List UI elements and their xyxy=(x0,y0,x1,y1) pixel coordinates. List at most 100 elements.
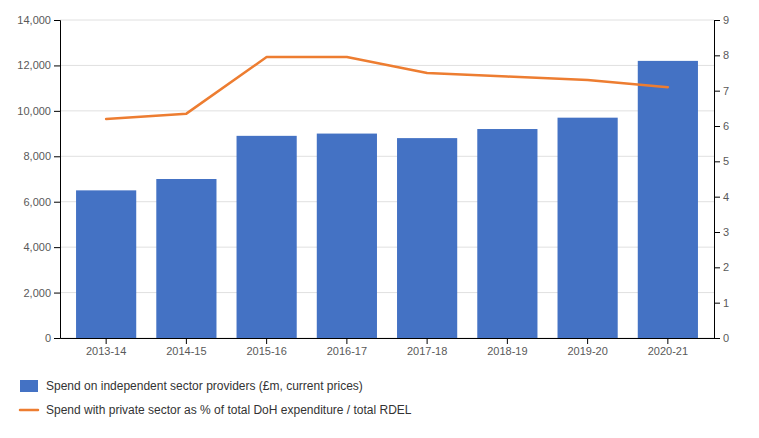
chart-svg: 2013-14 2014-15 2015-16 2016-17 2017-18 2018-… xyxy=(0,0,759,438)
tick: 8,000 xyxy=(23,150,60,162)
tick-mark xyxy=(54,65,60,66)
tick-label: 6 xyxy=(723,120,729,132)
y2-axis: 0 1 2 3 4 5 6 7 8 9 xyxy=(714,14,729,344)
bar xyxy=(237,136,297,338)
bar-series xyxy=(76,61,698,338)
tick-mark xyxy=(54,293,60,294)
legend-item: Spend on independent sector providers (£… xyxy=(20,379,363,393)
tick-mark xyxy=(346,338,347,344)
tick: 2013-14 xyxy=(86,338,126,357)
tick: 2 xyxy=(714,261,729,273)
x-axis: 2013-14 2014-15 2015-16 2016-17 2017-18 2018-… xyxy=(61,338,715,357)
tick-mark xyxy=(427,338,428,344)
tick-mark xyxy=(667,338,668,344)
marks xyxy=(76,57,698,338)
tick-label: 2014-15 xyxy=(166,345,206,357)
tick: 2017-18 xyxy=(407,338,447,357)
tick-label: 2019-20 xyxy=(567,345,607,357)
tick-mark xyxy=(714,161,720,162)
tick-label: 2015-16 xyxy=(246,345,286,357)
tick: 3 xyxy=(714,226,729,238)
tick: 4,000 xyxy=(23,241,60,253)
tick-label: 2,000 xyxy=(23,287,51,299)
bar xyxy=(397,138,457,338)
axis-line xyxy=(715,21,721,339)
tick-label: 9 xyxy=(723,14,729,26)
tick: 0 xyxy=(714,332,729,344)
tick: 2018-19 xyxy=(487,338,527,357)
tick-label: 8,000 xyxy=(23,150,51,162)
tick-label: 4 xyxy=(723,191,729,203)
tick-mark xyxy=(507,338,508,344)
tick: 9 xyxy=(714,14,729,26)
legend-swatch xyxy=(20,409,38,412)
tick-mark xyxy=(54,338,60,339)
tick-label: 2020-21 xyxy=(648,345,688,357)
legend-label: Spend on independent sector providers (£… xyxy=(46,379,363,393)
tick: 0 xyxy=(45,332,60,344)
tick-mark xyxy=(54,156,60,157)
plot-area: 2013-14 2014-15 2015-16 2016-17 2017-18 2018-… xyxy=(17,14,729,357)
tick-mark xyxy=(714,20,720,21)
axis-line xyxy=(61,338,715,339)
tick-mark xyxy=(714,232,720,233)
tick-label: 2016-17 xyxy=(327,345,367,357)
tick: 7 xyxy=(714,85,729,97)
grid-line xyxy=(60,20,714,21)
tick-label: 10,000 xyxy=(17,105,51,117)
legend-swatch xyxy=(20,380,38,392)
tick-label: 1 xyxy=(723,297,729,309)
bar xyxy=(156,179,216,338)
tick-label: 7 xyxy=(723,85,729,97)
tick: 6 xyxy=(714,120,729,132)
tick-mark xyxy=(54,202,60,203)
tick-label: 14,000 xyxy=(17,14,51,26)
tick-label: 2017-18 xyxy=(407,345,447,357)
grid-line xyxy=(60,110,714,111)
tick: 2014-15 xyxy=(166,338,206,357)
tick-label: 6,000 xyxy=(23,196,51,208)
tick: 2016-17 xyxy=(327,338,367,357)
chart-container: 2013-14 2014-15 2015-16 2016-17 2017-18 2018-… xyxy=(0,0,759,438)
axis-line xyxy=(54,21,61,339)
tick-label: 2018-19 xyxy=(487,345,527,357)
tick-mark xyxy=(587,338,588,344)
tick-mark xyxy=(106,338,107,344)
tick-label: 0 xyxy=(45,332,51,344)
tick-mark xyxy=(714,267,720,268)
bar xyxy=(638,61,698,338)
grid xyxy=(60,20,714,338)
line xyxy=(106,57,668,119)
tick: 10,000 xyxy=(17,105,60,117)
tick: 2019-20 xyxy=(567,338,607,357)
tick-label: 2 xyxy=(723,261,729,273)
legend: Spend on independent sector providers (£… xyxy=(20,379,412,417)
tick-mark xyxy=(54,247,60,248)
tick-mark xyxy=(54,20,60,21)
tick-label: 5 xyxy=(723,155,729,167)
tick: 1 xyxy=(714,297,729,309)
tick-mark xyxy=(714,197,720,198)
tick-mark xyxy=(266,338,267,344)
bar xyxy=(317,134,377,338)
tick: 5 xyxy=(714,155,729,167)
y-axis: 0 2,000 4,000 6,000 8,000 10,000 12,000 14,000 xyxy=(17,14,60,344)
tick-mark xyxy=(714,91,720,92)
tick-mark xyxy=(54,111,60,112)
tick-mark xyxy=(714,126,720,127)
bar xyxy=(477,129,537,338)
legend-item: Spend with private sector as % of total … xyxy=(20,403,412,417)
tick: 2020-21 xyxy=(648,338,688,357)
tick: 2015-16 xyxy=(246,338,286,357)
tick-mark xyxy=(714,55,720,56)
tick-label: 3 xyxy=(723,226,729,238)
tick-mark xyxy=(714,338,720,339)
tick-mark xyxy=(714,303,720,304)
tick-label: 12,000 xyxy=(17,59,51,71)
tick-label: 4,000 xyxy=(23,241,51,253)
tick: 6,000 xyxy=(23,196,60,208)
tick: 12,000 xyxy=(17,59,60,71)
tick-mark xyxy=(186,338,187,344)
tick-label: 2013-14 xyxy=(86,345,126,357)
tick: 8 xyxy=(714,49,729,61)
